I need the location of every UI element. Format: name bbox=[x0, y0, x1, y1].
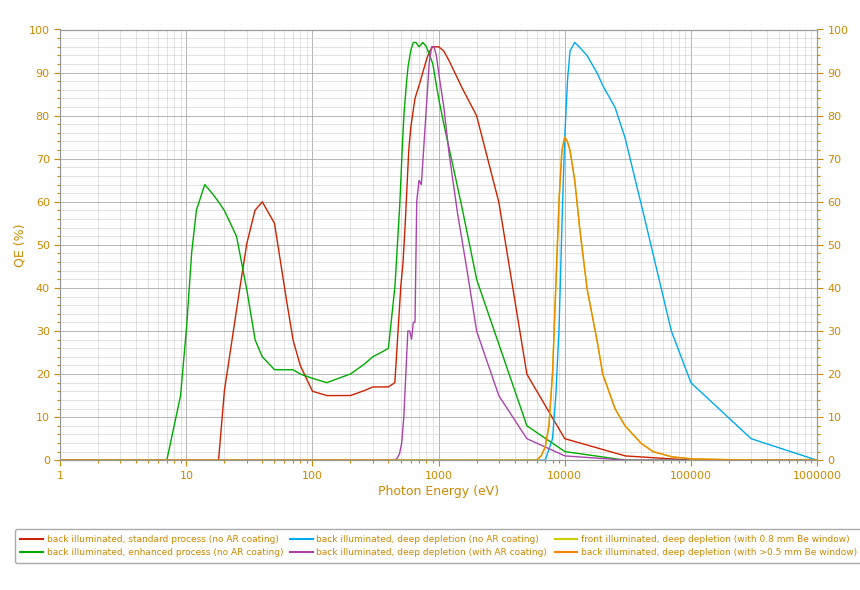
Legend: back illuminated, standard process (no AR coating), back illuminated, enhanced p: back illuminated, standard process (no A… bbox=[15, 529, 860, 563]
X-axis label: Photon Energy (eV): Photon Energy (eV) bbox=[378, 485, 499, 498]
Y-axis label: QE (%): QE (%) bbox=[13, 223, 26, 267]
